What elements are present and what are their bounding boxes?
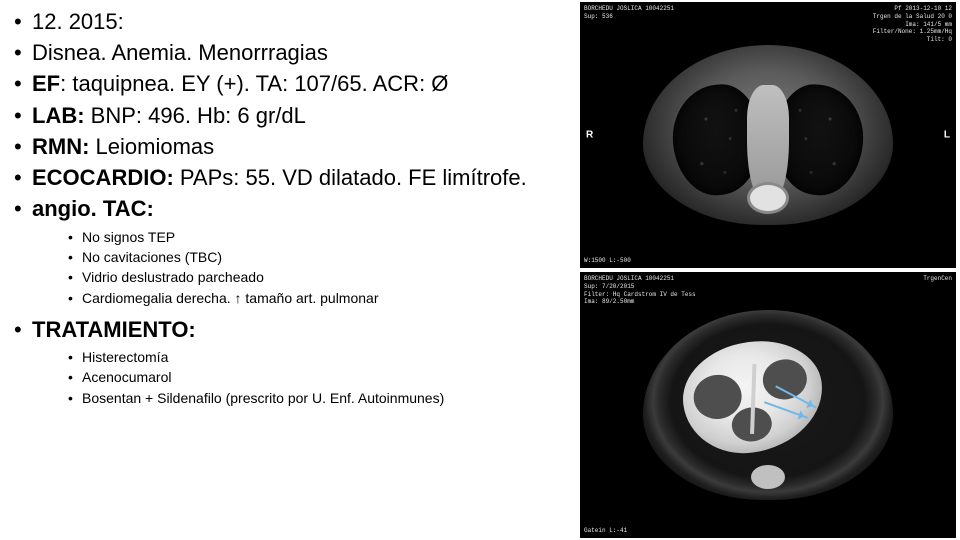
- bullet-angiotac: angio. TAC: No signos TEP No cavitacione…: [14, 193, 576, 307]
- sub-item: Acenocumarol: [68, 367, 576, 387]
- sub-item: Vidrio deslustrado parcheado: [68, 267, 576, 287]
- sub-item: Histerectomía: [68, 347, 576, 367]
- mediastinum-shape: [747, 85, 789, 195]
- scan-meta-top-right: TrgenCen: [923, 275, 952, 283]
- sub-item: No signos TEP: [68, 227, 576, 247]
- spine-shape: [751, 465, 785, 489]
- scan-meta-bottom-left: Gatein L:-41: [584, 527, 627, 535]
- tratamiento-sublist: Histerectomía Acenocumarol Bosentan + Si…: [68, 347, 576, 408]
- thorax-shape: [643, 45, 893, 225]
- bullet-date: 12. 2015:: [14, 6, 576, 37]
- sub-item: No cavitaciones (TBC): [68, 247, 576, 267]
- main-bullet-list: 12. 2015: Disnea. Anemia. Menorrragias E…: [14, 6, 576, 408]
- bullet-rmn: RMN: Leiomiomas: [14, 131, 576, 162]
- chamber-shape: [760, 356, 809, 402]
- thorax-shape: [643, 310, 893, 500]
- ct-scan-cardiac: BORCHEDU JOSLICA 10042251 Sup: 7/20/2015…: [580, 272, 956, 538]
- bullet-ecocardio: ECOCARDIO: PAPs: 55. VD dilatado. FE lim…: [14, 162, 576, 193]
- bullet-tratamiento: TRATAMIENTO: Histerectomía Acenocumarol …: [14, 314, 576, 408]
- angiotac-sublist: No signos TEP No cavitaciones (TBC) Vidr…: [68, 227, 576, 308]
- scan-meta-bottom-left: W:1500 L:-500: [584, 257, 631, 265]
- bullet-symptoms: Disnea. Anemia. Menorrragias: [14, 37, 576, 68]
- bullet-ef: EF: taquipnea. EY (+). TA: 107/65. ACR: …: [14, 68, 576, 99]
- scan-meta-top-right: Pf 2013-12-10 12 Trgen de la Salud 20 0 …: [873, 5, 952, 44]
- scan-meta-top-left: BORCHEDU JOSLICA 10042251 Sup: 536: [584, 5, 674, 21]
- scan-meta-top-left: BORCHEDU JOSLICA 10042251 Sup: 7/20/2015…: [584, 275, 696, 306]
- orientation-marker-l: L: [944, 130, 950, 141]
- sub-item: Cardiomegalia derecha. ↑ tamaño art. pul…: [68, 288, 576, 308]
- text-column: 12. 2015: Disnea. Anemia. Menorrragias E…: [0, 0, 580, 540]
- spine-shape: [750, 185, 786, 211]
- image-column: BORCHEDU JOSLICA 10042251 Sup: 536 Pf 20…: [580, 0, 960, 540]
- ct-scan-lung: BORCHEDU JOSLICA 10042251 Sup: 536 Pf 20…: [580, 2, 956, 268]
- bullet-lab: LAB: BNP: 496. Hb: 6 gr/dL: [14, 100, 576, 131]
- orientation-marker-r: R: [586, 130, 593, 141]
- sub-item: Bosentan + Sildenafilo (prescrito por U.…: [68, 388, 576, 408]
